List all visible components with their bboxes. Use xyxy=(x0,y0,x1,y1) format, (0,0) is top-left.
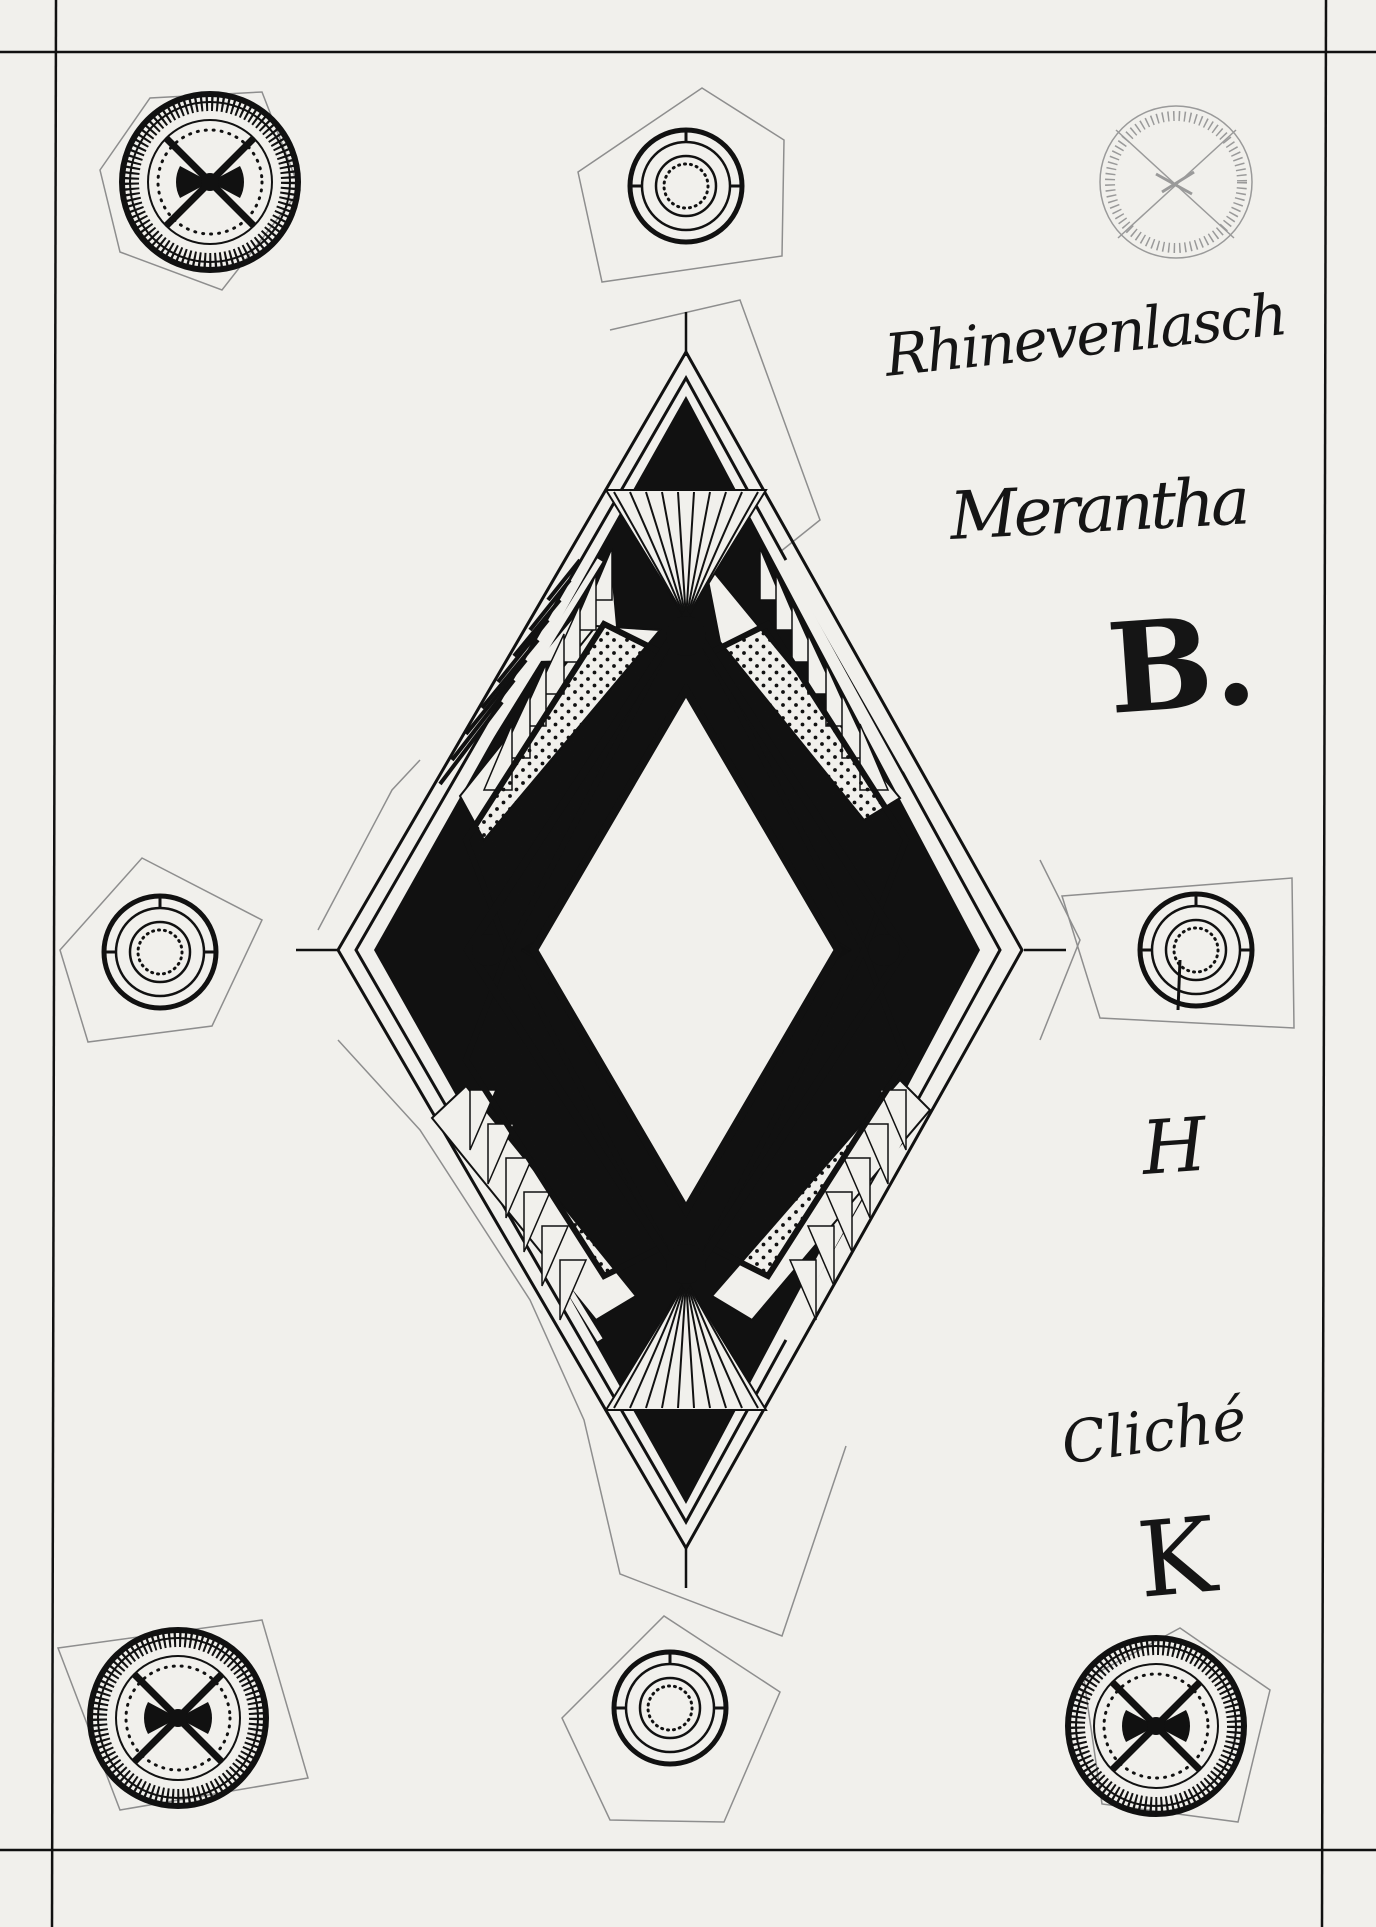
handwritten-letter-k: K xyxy=(1132,1493,1221,1622)
handwritten-letter-h: H xyxy=(1139,1101,1210,1192)
concentric-ring-icon xyxy=(1140,894,1252,1006)
concentric-ring-icon xyxy=(630,130,742,242)
quartered-roundel-icon xyxy=(122,94,298,270)
handwritten-note-line2: Merantha xyxy=(947,462,1249,555)
quartered-roundel-icon xyxy=(1068,1638,1244,1814)
handwritten-letter-b: B. xyxy=(1102,587,1261,743)
lozenge-sunburst-icon xyxy=(296,312,1066,1588)
pencil-mark xyxy=(1176,959,1182,1011)
concentric-ring-icon xyxy=(104,896,216,1008)
quartered-roundel-icon xyxy=(90,1630,266,1806)
concentric-ring-icon xyxy=(614,1652,726,1764)
pencil-sketch-roundel xyxy=(1099,105,1253,259)
